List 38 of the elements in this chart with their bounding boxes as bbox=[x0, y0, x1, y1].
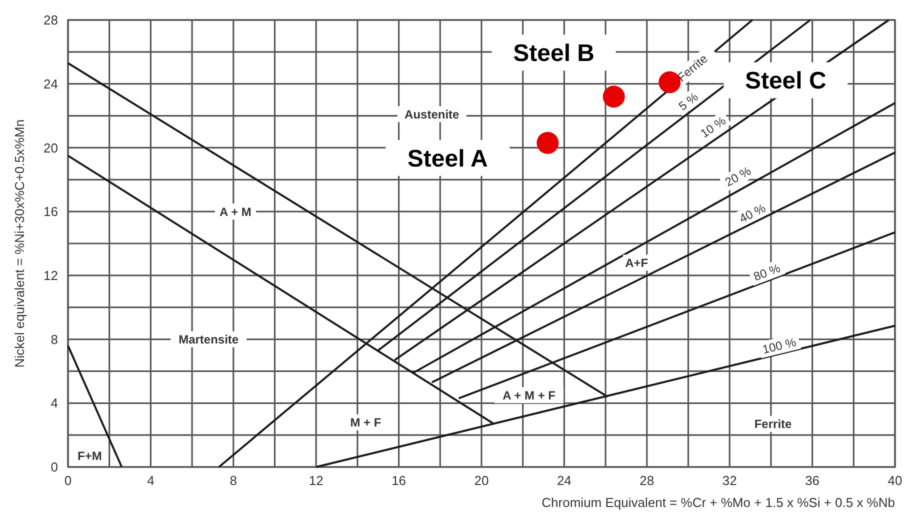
x-tick-label: 4 bbox=[147, 473, 154, 488]
y-tick-label: 0 bbox=[50, 460, 58, 475]
annotation: 5 % bbox=[676, 90, 702, 114]
x-tick-label: 20 bbox=[474, 473, 489, 488]
annotation: F+M bbox=[78, 449, 102, 464]
annotation: A+F bbox=[625, 256, 648, 270]
x-tick-label: 8 bbox=[230, 473, 238, 488]
y-tick-label: 8 bbox=[50, 332, 58, 347]
annotation: Martensite bbox=[178, 332, 239, 346]
annotation: 10 % bbox=[698, 113, 729, 141]
annotation: 80 % bbox=[752, 260, 782, 284]
y-tick-label: 16 bbox=[44, 204, 58, 220]
series-label: Steel B bbox=[513, 40, 595, 68]
x-tick-label: 24 bbox=[556, 473, 572, 488]
annotation: A + M bbox=[220, 204, 252, 219]
x-tick-label: 36 bbox=[805, 473, 820, 488]
y-tick-label: 28 bbox=[44, 12, 58, 28]
x-tick-label: 0 bbox=[64, 473, 72, 488]
annotation: Ferrite bbox=[754, 417, 792, 432]
annotation: 100 % bbox=[761, 334, 798, 357]
x-axis-title: Chromium Equivalent = %Cr + %Mo + 1.5 x %Si + 0.5 x %Nb bbox=[542, 495, 895, 510]
x-tick-label: 28 bbox=[640, 473, 654, 488]
y-tick-label: 24 bbox=[44, 76, 58, 92]
x-tick-label: 40 bbox=[888, 473, 902, 488]
y-axis-title: Nickel equivalent = %Ni+30x%C+0.5x%Mn bbox=[12, 119, 27, 368]
annotation: A + M + F bbox=[502, 388, 556, 402]
x-tick-label: 16 bbox=[392, 473, 406, 488]
annotation: 20 % bbox=[722, 164, 754, 190]
y-tick-label: 12 bbox=[44, 268, 58, 283]
annotation: M + F bbox=[350, 416, 382, 430]
text: Steel A bbox=[407, 145, 488, 172]
text: Steel C bbox=[744, 68, 826, 95]
annotation: Austenite bbox=[404, 107, 460, 122]
x-tick-label: 12 bbox=[308, 473, 324, 488]
x-tick-label: 32 bbox=[722, 473, 737, 488]
y-tick-label: 4 bbox=[50, 396, 58, 411]
annotation: 40 % bbox=[737, 200, 768, 226]
y-tick-label: 20 bbox=[44, 140, 58, 156]
